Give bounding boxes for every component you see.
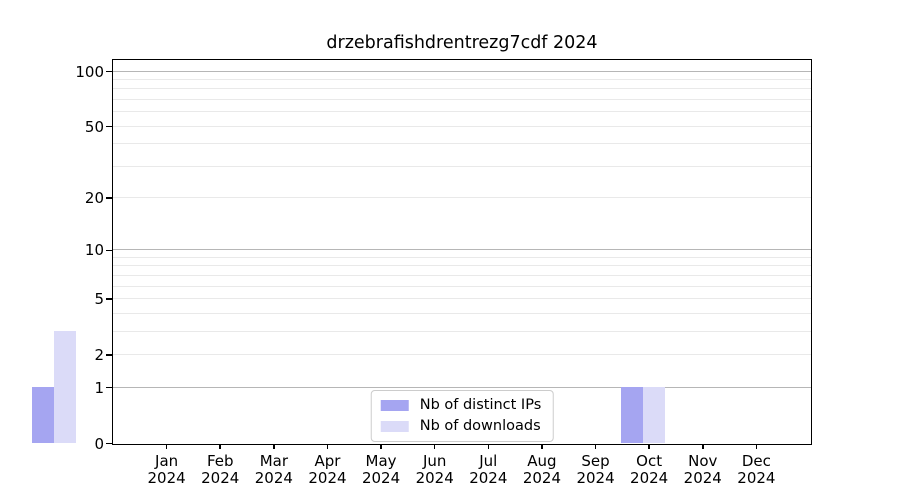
- x-tick-label: Nov 2024: [671, 453, 735, 486]
- gridline-minor: [113, 330, 811, 332]
- gridline-minor: [113, 79, 811, 81]
- x-tick-mark: [273, 443, 275, 449]
- gridline-minor: [113, 298, 811, 300]
- y-tick-label: 5: [94, 290, 104, 309]
- gridline-minor: [113, 99, 811, 101]
- gridline-minor: [113, 256, 811, 258]
- x-tick-mark: [165, 443, 168, 449]
- month-label: May: [365, 452, 397, 470]
- year-label: 2024: [522, 468, 562, 487]
- gridline-major: [113, 386, 811, 388]
- x-tick-mark: [326, 443, 329, 449]
- bar-downloads: [643, 387, 666, 443]
- x-tick-label: May 2024: [349, 453, 413, 486]
- x-tick-label: Mar 2024: [242, 453, 306, 486]
- gridline-minor: [113, 274, 811, 276]
- gridline-minor: [113, 125, 811, 127]
- bar-distinct-ips: [621, 387, 644, 443]
- y-tick-label: 2: [94, 345, 104, 364]
- year-label: 2024: [683, 468, 722, 487]
- chart-title: drzebrafishdrentrezg7cdf 2024: [326, 33, 598, 53]
- x-tick-label: Jul 2024: [456, 453, 520, 486]
- gridline-minor: [113, 165, 811, 167]
- x-tick-mark: [648, 443, 650, 449]
- y-tick-label: 20: [84, 189, 104, 208]
- x-tick-label: Sep 2024: [564, 453, 628, 486]
- gridline-minor: [113, 312, 811, 314]
- x-tick-mark: [541, 443, 543, 449]
- distinct-ips-swatch-icon: [380, 400, 409, 411]
- legend-item-distinct-ips: Nb of distinct IPs: [380, 397, 542, 414]
- y-tick-mark: [106, 354, 112, 356]
- downloads-swatch-icon: [380, 421, 409, 432]
- month-label: Oct: [636, 452, 663, 470]
- y-tick-label: 1: [94, 378, 104, 397]
- gridline-major: [113, 249, 811, 251]
- x-tick-mark: [487, 443, 490, 449]
- year-label: 2024: [308, 468, 347, 487]
- y-tick-label: 10: [84, 241, 104, 260]
- x-tick-label: Feb 2024: [188, 453, 252, 486]
- month-label: Mar: [259, 452, 288, 470]
- year-label: 2024: [361, 468, 401, 487]
- year-label: 2024: [147, 468, 186, 487]
- bar-downloads: [53, 331, 76, 443]
- gridline-major: [113, 70, 811, 72]
- x-tick-mark: [755, 443, 758, 449]
- month-label: Sep: [581, 452, 610, 470]
- year-label: 2024: [201, 468, 240, 487]
- x-tick-label: Jun 2024: [403, 453, 467, 486]
- y-tick-mark: [106, 197, 112, 199]
- x-tick-label: Dec 2024: [724, 453, 788, 486]
- gridline-minor: [113, 265, 811, 267]
- plot-area: [31, 59, 812, 445]
- y-tick-mark: [106, 249, 112, 252]
- gridline-minor: [113, 143, 811, 145]
- x-tick-label: Oct 2024: [617, 453, 681, 486]
- y-tick-mark: [106, 70, 112, 73]
- bar-distinct-ips: [31, 387, 54, 443]
- month-label: Apr: [314, 452, 341, 470]
- gridline-minor: [113, 353, 811, 355]
- y-tick-label: 100: [75, 62, 104, 81]
- x-tick-mark: [380, 443, 382, 449]
- gridline-minor: [113, 285, 811, 287]
- year-label: 2024: [415, 468, 454, 487]
- gridline-minor: [113, 111, 811, 113]
- gridline-minor: [113, 197, 811, 199]
- year-label: 2024: [576, 468, 615, 487]
- legend: Nb of distinct IPs Nb of downloads: [370, 390, 554, 442]
- y-tick-mark: [106, 442, 112, 445]
- year-label: 2024: [737, 468, 776, 487]
- x-tick-label: Apr 2024: [295, 453, 359, 486]
- legend-item-downloads: Nb of downloads: [380, 418, 542, 435]
- month-label: Nov: [688, 452, 718, 470]
- x-tick-mark: [702, 443, 704, 449]
- year-label: 2024: [630, 468, 669, 487]
- month-label: Aug: [527, 452, 557, 470]
- gridline-minor: [113, 88, 811, 90]
- month-label: Jan: [155, 452, 179, 470]
- month-label: Feb: [206, 452, 234, 470]
- x-tick-mark: [433, 443, 436, 449]
- y-tick-mark: [106, 298, 112, 300]
- y-tick-mark: [106, 125, 112, 128]
- x-tick-label: Aug 2024: [510, 453, 574, 486]
- year-label: 2024: [469, 468, 508, 487]
- x-tick-label: Jan 2024: [135, 453, 199, 486]
- month-label: Jul: [479, 452, 498, 470]
- y-tick-label: 0: [94, 434, 104, 453]
- x-tick-mark: [219, 443, 221, 449]
- month-label: Dec: [741, 452, 771, 470]
- legend-label: Nb of downloads: [419, 418, 541, 434]
- y-tick-mark: [106, 386, 112, 389]
- month-label: Jun: [422, 452, 447, 470]
- x-tick-mark: [594, 443, 597, 449]
- y-tick-label: 50: [84, 117, 104, 136]
- year-label: 2024: [254, 468, 293, 487]
- legend-label: Nb of distinct IPs: [419, 397, 542, 413]
